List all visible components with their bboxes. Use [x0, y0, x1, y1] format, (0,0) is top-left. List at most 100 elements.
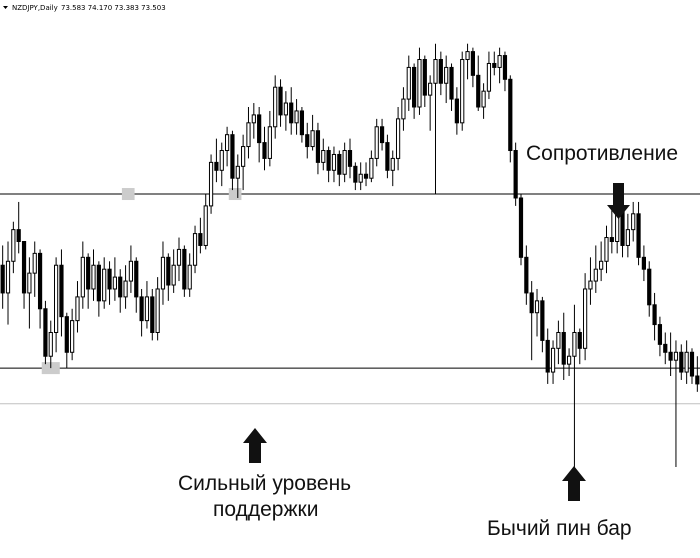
- bear-candle-body: [454, 98, 459, 124]
- bear-candle-body: [609, 237, 614, 243]
- candle: [187, 253, 192, 297]
- candle: [219, 142, 224, 187]
- candle: [476, 55, 481, 111]
- candle: [96, 261, 101, 317]
- candle: [16, 201, 21, 254]
- bull-candle-body: [593, 268, 598, 282]
- bull-candle-body: [588, 280, 593, 290]
- bear-candle-body: [679, 351, 684, 373]
- bull-candle-body: [566, 355, 572, 365]
- resistance-label: Сопротивление: [526, 142, 679, 165]
- bull-candle-body: [246, 122, 251, 148]
- bear-candle-body: [492, 62, 497, 68]
- candle: [251, 103, 256, 139]
- bull-candle-body: [160, 256, 166, 290]
- candle: [155, 277, 160, 341]
- bear-candle-body: [150, 296, 155, 333]
- bear-candle-body: [0, 264, 5, 294]
- candle: [385, 134, 390, 179]
- candle: [80, 241, 85, 309]
- candle: [5, 241, 11, 325]
- candle: [299, 106, 305, 143]
- candle: [449, 63, 454, 111]
- menu-triangle-icon[interactable]: [3, 6, 8, 9]
- bull-candle-body: [192, 233, 198, 266]
- candle: [641, 245, 646, 282]
- level-touch-highlight: [228, 188, 242, 201]
- horizontal-lines: [0, 193, 700, 405]
- bull-candle-body: [673, 351, 679, 361]
- bear-candle-body: [107, 268, 112, 290]
- candle: [246, 106, 251, 159]
- bear-candle-body: [21, 241, 27, 294]
- candle: [470, 47, 476, 88]
- candle: [583, 273, 588, 361]
- candle: [481, 83, 486, 119]
- bull-candle-body: [401, 98, 406, 120]
- bear-candle-body: [657, 324, 663, 345]
- bull-candle-body: [208, 161, 214, 207]
- bull-candle-body: [241, 146, 246, 167]
- candle: [27, 257, 32, 329]
- candle: [358, 162, 363, 191]
- bear-candle-body: [337, 153, 342, 175]
- candle: [171, 249, 176, 293]
- candle: [502, 51, 508, 92]
- bear-candle-body: [363, 173, 369, 179]
- level-touch-highlight: [121, 188, 135, 201]
- bear-candle-body: [86, 256, 91, 290]
- candle: [556, 320, 561, 365]
- bull-candle-body: [80, 256, 85, 298]
- candle: [267, 110, 272, 167]
- candle: [529, 281, 534, 361]
- bull-candle-body: [171, 264, 176, 286]
- bear-candle-body: [449, 66, 454, 100]
- candle: [337, 150, 342, 187]
- candle: [588, 257, 593, 305]
- candle: [673, 340, 679, 468]
- bear-candle-body: [652, 304, 657, 326]
- candle: [663, 332, 668, 365]
- support-label-line2: поддержки: [213, 498, 319, 521]
- bull-candle-body: [321, 150, 326, 163]
- bear-candle-body: [518, 197, 524, 258]
- bear-candle-body: [139, 296, 144, 322]
- bull-candle-body: [75, 296, 80, 322]
- bull-candle-body: [556, 331, 561, 349]
- candles: [0, 43, 700, 475]
- bear-candle-body: [353, 165, 358, 183]
- candle: [417, 47, 422, 115]
- candle: [369, 150, 374, 183]
- candle: [593, 245, 598, 293]
- candle: [497, 47, 502, 84]
- candle: [102, 257, 107, 309]
- candle: [75, 281, 80, 333]
- bull-candle-body: [428, 82, 433, 96]
- candle: [176, 237, 182, 282]
- bear-candle-body: [577, 331, 582, 349]
- bear-candle-body: [305, 134, 310, 148]
- candle: [363, 162, 369, 187]
- bull-candle-body: [11, 229, 16, 262]
- candle: [604, 225, 609, 274]
- candle: [374, 118, 379, 167]
- bull-candle-body: [444, 66, 449, 84]
- candle: [465, 43, 470, 80]
- bear-candle-body: [198, 233, 203, 246]
- candle: [561, 312, 566, 380]
- bull-candle-body: [5, 260, 11, 294]
- candle: [454, 87, 459, 135]
- bear-candle-body: [641, 256, 646, 270]
- ohlc-values: 73.583 74.170 73.383 73.503: [61, 4, 166, 12]
- candle: [433, 43, 438, 195]
- bear-candle-body: [379, 126, 385, 144]
- bear-candle-body: [508, 78, 513, 152]
- bull-candle-body: [342, 150, 347, 175]
- pin-bar-label: Бычий пин бар: [487, 517, 632, 540]
- bear-candle-body: [385, 142, 390, 171]
- bear-candle-body: [502, 55, 508, 80]
- candle: [192, 225, 198, 274]
- candle: [406, 55, 411, 111]
- bull-candle-body: [32, 252, 37, 274]
